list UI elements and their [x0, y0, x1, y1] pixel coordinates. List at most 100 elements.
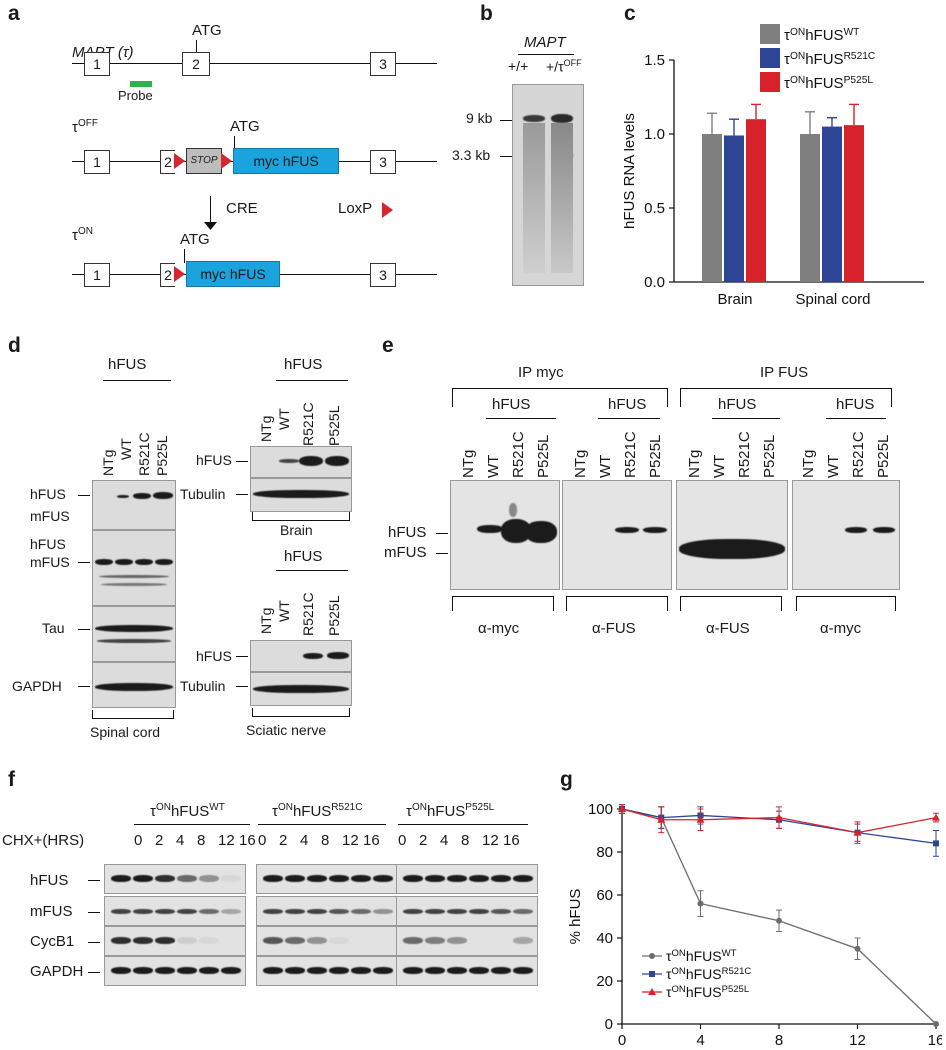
- f-time-label: 4: [176, 832, 185, 849]
- d-blot-hfus: [92, 480, 176, 530]
- c-legend-label: τONhFUSP525L: [784, 75, 873, 93]
- d-brain-hfus-header: hFUS: [284, 356, 323, 373]
- e-row-mfus: mFUS: [384, 544, 427, 561]
- c-bar: [822, 126, 842, 282]
- g-point: [776, 917, 782, 924]
- f-time-label: 8: [321, 832, 330, 849]
- e-lane-label: NTg: [460, 449, 477, 478]
- g-ylabel: % hFUS: [567, 889, 584, 945]
- g-point: [697, 900, 704, 907]
- e-lane-label: R521C: [510, 431, 527, 478]
- f-time-label: 16: [239, 832, 256, 849]
- d-brain-blot-hfus: [250, 446, 352, 478]
- c-bar: [702, 134, 722, 282]
- g-legend-marker: [649, 953, 655, 959]
- f-time-label: 2: [279, 832, 288, 849]
- f-time-label: 2: [419, 832, 428, 849]
- f-blot: [396, 896, 538, 926]
- d-brain-row-hfus: hFUS: [196, 452, 232, 468]
- d-sciatic-row-tubulin: Tubulin: [180, 678, 226, 694]
- d-sciatic-label: Sciatic nerve: [246, 722, 327, 738]
- d-row-mfus-1: mFUS: [30, 508, 70, 524]
- panel-label-d: d: [8, 334, 21, 357]
- d-row-mfus-2: mFUS: [30, 554, 70, 570]
- d-spinal-cord: Spinal cord: [90, 724, 161, 740]
- c-legend-label: τONhFUSR521C: [784, 51, 875, 69]
- d-sciatic-hfus-header: hFUS: [284, 548, 323, 565]
- toff-exon-1: 1: [84, 150, 110, 174]
- d-brain-blot-tubulin: [250, 478, 352, 512]
- f-time-label: 8: [197, 832, 206, 849]
- f-row-cycb1: CycB1: [30, 933, 75, 950]
- e-hfus-2: hFUS: [608, 396, 647, 413]
- e-hfus-3: hFUS: [718, 396, 757, 413]
- g-series-line: [621, 808, 937, 834]
- d-sciatic-blot-tubulin: [250, 672, 352, 706]
- e-ab-2: α-FUS: [592, 620, 636, 637]
- g-ytick-label: 0: [605, 1016, 613, 1033]
- c-ytick-label: 0.5: [644, 200, 665, 217]
- e-lane-label: WT: [485, 454, 502, 478]
- panel-label-b: b: [480, 2, 493, 25]
- d-brain-lane-wt: WT: [276, 408, 292, 430]
- f-blot: [396, 864, 538, 894]
- d-brain-lane-ntg: NTg: [258, 415, 274, 442]
- exon-3: 3: [370, 52, 396, 76]
- f-row-mfus: mFUS: [30, 903, 73, 920]
- g-xtick-label: 0: [618, 1032, 626, 1049]
- ton-exon-1: 1: [84, 263, 110, 287]
- f-time-label: 12: [482, 832, 499, 849]
- f-time-label: 4: [300, 832, 309, 849]
- g-point: [933, 1021, 939, 1027]
- d-sciatic-lane-ntg: NTg: [258, 607, 274, 634]
- c-legend-swatch: [760, 48, 780, 68]
- e-lane-label: WT: [597, 454, 614, 478]
- c-legend-swatch: [760, 24, 780, 44]
- e-lane-label: NTg: [572, 449, 589, 478]
- f-blot: [104, 864, 246, 894]
- g-ytick-label: 60: [596, 887, 613, 904]
- probe-label: Probe: [118, 88, 153, 103]
- e-lane-label: P525L: [875, 434, 892, 478]
- d-lane-ntg: NTg: [100, 449, 116, 476]
- d-row-hfus-2: hFUS: [30, 536, 66, 552]
- g-ytick-label: 100: [588, 801, 613, 818]
- g-series-line: [621, 808, 937, 845]
- lane-toff: +/τOFF: [546, 58, 582, 75]
- g-point: [854, 945, 861, 952]
- atg-label-2: ATG: [230, 118, 260, 135]
- g-point: [853, 828, 862, 836]
- e-lane-label: P525L: [761, 434, 778, 478]
- f-group-p525l: τONhFUSP525L: [406, 802, 495, 820]
- f-group-wt: τONhFUSWT: [150, 802, 225, 820]
- f-time-label: 16: [363, 832, 380, 849]
- e-lane-label: R521C: [622, 431, 639, 478]
- g-ytick-label: 80: [596, 844, 613, 861]
- e-lane-label: P525L: [647, 434, 664, 478]
- e-ab-1: α-myc: [478, 620, 520, 637]
- e-lane-label: R521C: [736, 431, 753, 478]
- d-sciatic-lane-p525l: P525L: [326, 595, 342, 636]
- exon-1: 1: [84, 52, 110, 76]
- d-lane-r521c: R521C: [136, 432, 152, 476]
- e-lane-label: NTg: [686, 449, 703, 478]
- g-point: [775, 813, 783, 821]
- f-blot: [256, 864, 398, 894]
- f-group-r521c: τONhFUSR521C: [272, 802, 363, 820]
- g-point: [932, 813, 940, 821]
- e-lane-label: P525L: [535, 434, 552, 478]
- e-ab-4: α-myc: [820, 620, 862, 637]
- f-blot: [104, 956, 246, 986]
- atg-label-1: ATG: [192, 22, 222, 39]
- d-lane-wt: WT: [118, 438, 134, 460]
- f-chx-label: CHX+(HRS): [2, 832, 85, 849]
- f-blot: [104, 896, 246, 926]
- f-blot: [256, 926, 398, 956]
- e-lane-label: NTg: [800, 449, 817, 478]
- f-time-label: 0: [134, 832, 143, 849]
- c-legend-label: τONhFUSWT: [784, 27, 859, 45]
- toff-exon-2: 2: [160, 150, 175, 174]
- c-bar: [746, 119, 766, 282]
- c-bar: [800, 134, 820, 282]
- panel-label-f: f: [8, 768, 15, 791]
